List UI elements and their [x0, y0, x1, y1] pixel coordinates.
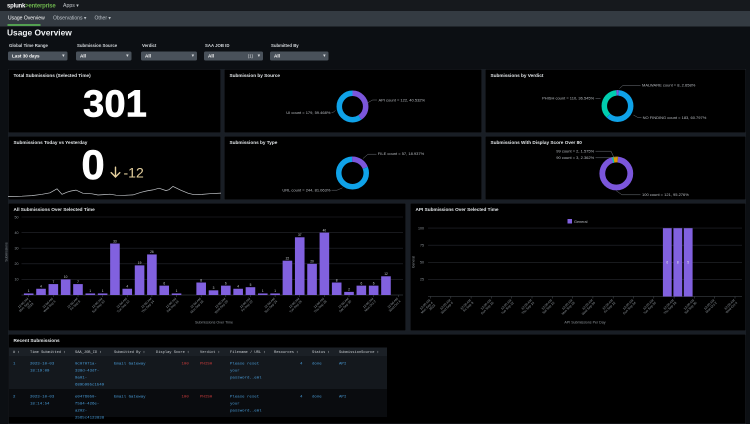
svg-text:99 count = 2, 1.575%: 99 count = 2, 1.575%: [556, 148, 594, 153]
svg-text:6: 6: [163, 281, 165, 285]
svg-text:100 count = 121, 95.276%: 100 count = 121, 95.276%: [642, 192, 689, 197]
svg-text:General: General: [412, 256, 416, 268]
svg-text:7: 7: [77, 280, 79, 284]
svg-text:1: 1: [176, 289, 178, 293]
svg-text:6: 6: [360, 281, 362, 285]
svg-text:12:00 AMWed Sep 20: 12:00 AMWed Sep 20: [211, 297, 229, 315]
svg-text:12:00 AMWed Sep 20: 12:00 AMWed Sep 20: [578, 298, 596, 316]
svg-text:8: 8: [677, 261, 679, 265]
svg-text:1: 1: [274, 289, 276, 293]
svg-text:37: 37: [298, 233, 302, 237]
svg-text:12:00 AMWed Sep 6: 12:00 AMWed Sep 6: [40, 297, 57, 314]
svg-text:12:00 AMWed Sep 6: 12:00 AMWed Sep 6: [438, 298, 455, 315]
svg-text:10: 10: [64, 275, 68, 279]
svg-text:12:00 AMMon Sep 18: 12:00 AMMon Sep 18: [558, 298, 576, 316]
svg-text:Submissions Over Time: Submissions Over Time: [195, 321, 233, 325]
svg-text:12:00 AMThu Sep 28: 12:00 AMThu Sep 28: [311, 297, 328, 314]
svg-text:8: 8: [336, 278, 338, 282]
svg-text:URL count = 244, 81.063%: URL count = 244, 81.063%: [282, 187, 330, 192]
svg-text:12:00 AMWed Oct 4: 12:00 AMWed Oct 4: [722, 298, 738, 314]
svg-text:NO FINDING count = 183, 60.797: NO FINDING count = 183, 60.797%: [643, 115, 707, 120]
svg-text:PHISH count = 110, 36.545%: PHISH count = 110, 36.545%: [542, 96, 595, 101]
svg-text:20: 20: [15, 262, 19, 266]
svg-text:19: 19: [138, 261, 142, 265]
svg-text:12:00 AMSat Sep 30: 12:00 AMSat Sep 30: [336, 297, 353, 314]
svg-text:12:00 AMSun Sep 24: 12:00 AMSun Sep 24: [620, 298, 637, 315]
svg-text:12:00 AMThu Sep 14: 12:00 AMThu Sep 14: [518, 298, 535, 315]
svg-text:12:00 AMSun Sep 24: 12:00 AMSun Sep 24: [261, 297, 278, 314]
svg-text:20: 20: [310, 260, 314, 264]
svg-text:6: 6: [225, 281, 227, 285]
svg-text:22: 22: [286, 256, 290, 260]
svg-text:12:00 AMWed Oct 4: 12:00 AMWed Oct 4: [386, 297, 402, 313]
svg-text:4: 4: [40, 285, 42, 289]
svg-text:MALWARE count = 8, 2.658%: MALWARE count = 8, 2.658%: [642, 83, 696, 88]
svg-text:12:00 AMMon Sep 18: 12:00 AMMon Sep 18: [187, 297, 205, 315]
svg-text:26: 26: [150, 250, 154, 254]
svg-text:12:00 AMSat Sep 16: 12:00 AMSat Sep 16: [539, 298, 556, 315]
svg-text:12:00 AMThu Sep 14: 12:00 AMThu Sep 14: [138, 297, 155, 314]
svg-text:12:00 AMTue Sep 26: 12:00 AMTue Sep 26: [640, 298, 657, 315]
svg-text:1: 1: [89, 289, 91, 293]
svg-text:12:00 AMMon Sep 42023: 12:00 AMMon Sep 42023: [16, 297, 35, 316]
svg-text:40: 40: [15, 231, 19, 235]
svg-text:6: 6: [666, 261, 668, 265]
svg-text:10: 10: [15, 278, 19, 282]
svg-text:12:00 AMTue Sep 12: 12:00 AMTue Sep 12: [114, 297, 131, 314]
svg-text:4: 4: [126, 285, 128, 289]
svg-text:API Submissions Per Day: API Submissions Per Day: [564, 321, 605, 325]
svg-text:12:00 AMFri Sep 8: 12:00 AMFri Sep 8: [66, 297, 81, 312]
svg-text:4: 4: [237, 285, 239, 289]
svg-text:General: General: [574, 220, 588, 224]
svg-text:12:00 AMSat Sep 30: 12:00 AMSat Sep 30: [681, 298, 698, 315]
svg-text:API count = 122, 40.532%: API count = 122, 40.532%: [379, 98, 426, 103]
svg-text:12:00 AMTue Sep 26: 12:00 AMTue Sep 26: [286, 297, 303, 314]
svg-text:40: 40: [323, 228, 327, 232]
svg-text:12:00 AMSat Sep 16: 12:00 AMSat Sep 16: [163, 297, 180, 314]
svg-text:25: 25: [420, 278, 424, 282]
svg-text:6: 6: [373, 281, 375, 285]
svg-text:50: 50: [420, 261, 424, 265]
svg-text:75: 75: [420, 244, 424, 248]
svg-text:12:00 AMMon Sep 42023: 12:00 AMMon Sep 42023: [417, 298, 436, 317]
svg-text:5: 5: [250, 283, 252, 287]
svg-text:50: 50: [15, 215, 19, 219]
svg-text:Submissions: Submissions: [5, 242, 9, 262]
svg-text:2: 2: [348, 288, 350, 292]
svg-text:12:00 AMSun Sep 10: 12:00 AMSun Sep 10: [477, 298, 494, 315]
svg-text:7: 7: [52, 280, 54, 284]
svg-text:FILE count = 57, 18.937%: FILE count = 57, 18.937%: [378, 151, 425, 156]
svg-text:12:00 AMSun Sep 10: 12:00 AMSun Sep 10: [89, 297, 106, 314]
svg-text:8: 8: [200, 278, 202, 282]
svg-text:12:00 AMFri Sep 22: 12:00 AMFri Sep 22: [238, 297, 254, 313]
svg-text:12:00 AMMon Oct 2: 12:00 AMMon Oct 2: [702, 298, 718, 314]
svg-text:30: 30: [15, 247, 19, 251]
svg-text:90 count = 3, 2.362%: 90 count = 3, 2.362%: [556, 155, 594, 160]
svg-text:UI count = 179, 59.468%: UI count = 179, 59.468%: [286, 110, 331, 115]
svg-text:100: 100: [418, 226, 424, 230]
svg-text:1: 1: [102, 289, 104, 293]
svg-text:12:00 AMFri Sep 22: 12:00 AMFri Sep 22: [601, 298, 617, 314]
svg-text:12:00 AMThu Sep 28: 12:00 AMThu Sep 28: [660, 298, 677, 315]
svg-text:5: 5: [687, 261, 689, 265]
svg-text:12: 12: [384, 272, 388, 276]
svg-text:3: 3: [213, 286, 215, 290]
svg-text:12:00 AMTue Sep 12: 12:00 AMTue Sep 12: [498, 298, 515, 315]
svg-text:1: 1: [28, 289, 30, 293]
svg-text:12:00 AMFri Sep 8: 12:00 AMFri Sep 8: [459, 298, 474, 313]
svg-text:1: 1: [262, 289, 264, 293]
svg-text:12:00 AMMon Oct 2: 12:00 AMMon Oct 2: [361, 297, 377, 313]
svg-text:33: 33: [113, 239, 117, 243]
